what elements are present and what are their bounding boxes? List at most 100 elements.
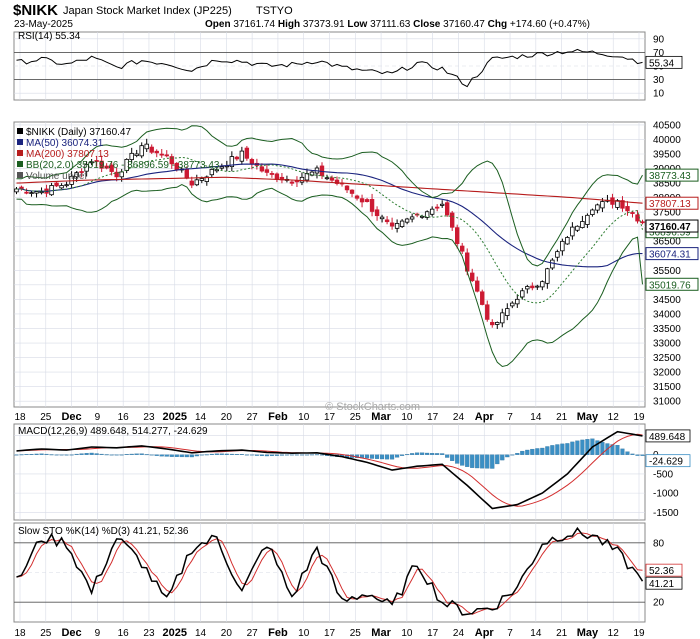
x-tick-label: Feb	[268, 627, 288, 639]
candle-body	[585, 214, 590, 225]
candle-body	[134, 153, 139, 156]
macd-histogram-bar	[635, 454, 640, 456]
macd-histogram-bar	[159, 454, 164, 457]
high-value: 37373.91	[303, 19, 345, 30]
macd-histogram-bar	[580, 439, 585, 455]
macd-hist-value-box-text: -24.629	[649, 457, 683, 468]
x-tick-label: 21	[556, 412, 568, 423]
sto-label: Slow STO %K(14) %D(3) 41.21, 52.36	[18, 526, 189, 537]
price-legend-entry: Volume undef	[26, 171, 87, 182]
macd-histogram-bar	[550, 445, 555, 455]
candle-body	[194, 179, 199, 186]
x-tick-label: 9	[95, 628, 101, 639]
candle-body	[439, 203, 445, 206]
candle-body	[29, 192, 34, 194]
candle-body	[424, 211, 430, 218]
macd-histogram-bar	[54, 454, 59, 456]
price-value-box-text: 38773.43	[649, 171, 691, 182]
rsi-tick-label: 30	[653, 75, 665, 86]
candle-body	[580, 221, 585, 229]
price-tick-label: 36500	[653, 237, 681, 248]
macd-histogram-bar	[585, 439, 590, 455]
x-tick-label: May	[577, 627, 599, 639]
macd-histogram-bar	[179, 454, 184, 458]
sto-k-value-box	[645, 576, 683, 590]
macd-histogram-bar	[595, 440, 600, 455]
macd-histogram-bar	[99, 453, 104, 455]
candle-body	[59, 185, 64, 189]
x-tick-label: 20	[221, 628, 233, 639]
price-value-box-text: 36074.31	[649, 250, 691, 261]
candle-body	[114, 171, 119, 178]
chg-value: +174.60 (+0.47%)	[510, 19, 590, 30]
price-tick-label: 40000	[653, 135, 681, 146]
price-tick-label: 33500	[653, 324, 681, 335]
macd-value-box-text: 489.648	[649, 432, 686, 443]
price-tick-label: 34000	[653, 309, 681, 320]
x-tick-label: 17	[427, 412, 439, 423]
macd-histogram-bar	[490, 454, 495, 469]
candle-body	[94, 160, 99, 162]
x-tick-label: Mar	[371, 411, 391, 423]
macd-histogram-bar	[114, 454, 119, 456]
macd-histogram-bar	[395, 454, 400, 458]
candle-body	[159, 153, 164, 156]
sto-k-line	[16, 526, 644, 616]
price-tick-label: 32000	[653, 368, 681, 379]
x-tick-label: 10	[298, 412, 310, 423]
macd-histogram-bar	[279, 454, 284, 456]
macd-histogram-bar	[119, 454, 124, 456]
macd-histogram-bar	[309, 454, 315, 456]
candle-body	[545, 268, 550, 284]
x-tick-label: 12	[608, 412, 620, 423]
x-tick-label: 14	[530, 412, 542, 423]
macd-histogram-bar	[380, 454, 385, 460]
candle-body	[550, 259, 555, 269]
chg-label: Chg	[488, 19, 507, 30]
macd-histogram-bar	[565, 443, 570, 455]
ohlc-readout: Open 37161.74 High 37373.91 Low 37111.63…	[205, 19, 590, 30]
macd-histogram-bar	[465, 454, 470, 467]
macd-histogram-bar	[410, 453, 415, 455]
candle-body	[625, 206, 630, 212]
macd-histogram-bar	[49, 454, 54, 456]
legend-swatch	[17, 128, 23, 134]
legend-swatch	[17, 172, 23, 178]
macd-histogram-bar	[435, 453, 440, 455]
sto-tick-label: 20	[653, 598, 665, 609]
macd-histogram-bar	[640, 454, 645, 456]
close-label: Close	[413, 19, 441, 30]
candle-body	[249, 159, 255, 165]
macd-histogram-bar	[249, 454, 254, 456]
candle-body	[169, 156, 174, 165]
macd-histogram-bar	[214, 453, 219, 455]
candle-body	[404, 218, 410, 223]
macd-histogram-bar	[505, 454, 510, 458]
macd-histogram-bar	[264, 454, 269, 457]
macd-histogram-bar	[420, 452, 425, 455]
price-legend-entry: $NIKK (Daily) 37160.47	[26, 127, 131, 138]
candle-body	[149, 146, 154, 153]
sto-tick-label: 80	[653, 538, 665, 549]
high-label: High	[278, 19, 300, 30]
candle-body	[264, 169, 270, 173]
macd-tick-label: -500	[653, 469, 673, 480]
candle-body	[460, 245, 465, 252]
candle-body	[384, 219, 390, 223]
price-value-box-text: 35019.76	[649, 280, 691, 291]
candle-body	[269, 173, 275, 175]
rsi-value-box	[645, 55, 683, 69]
candle-body	[364, 199, 370, 202]
rsi-label: RSI(14) 55.34	[18, 31, 81, 42]
macd-histogram-bar	[560, 443, 565, 455]
macd-histogram-bar	[269, 454, 274, 456]
macd-histogram-bar	[480, 454, 485, 469]
macd-histogram-bar	[545, 446, 550, 455]
macd-histogram-bar	[169, 454, 174, 457]
candle-body	[444, 202, 450, 216]
candle-body	[515, 298, 520, 305]
macd-histogram-bar	[144, 454, 149, 456]
x-tick-label: Feb	[268, 411, 288, 423]
macd-histogram-bar	[254, 454, 259, 456]
